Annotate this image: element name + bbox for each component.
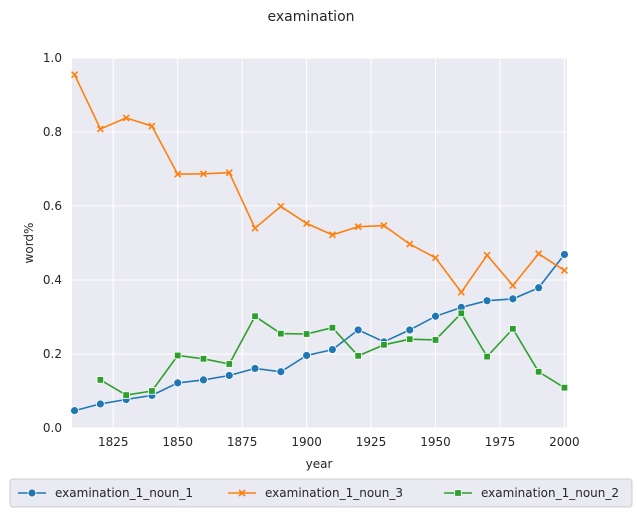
data-point <box>199 170 208 178</box>
data-point <box>302 330 311 338</box>
plot-area <box>72 58 567 428</box>
legend-marker <box>238 489 246 497</box>
data-point <box>457 288 465 296</box>
data-point <box>431 336 440 344</box>
data-point <box>251 312 259 320</box>
data-point <box>354 352 362 360</box>
data-point <box>224 371 234 380</box>
data-point <box>71 71 79 79</box>
data-point <box>457 309 465 317</box>
x-tick-label: 1825 <box>98 435 129 449</box>
data-point <box>277 329 285 338</box>
data-point <box>328 324 337 332</box>
data-point <box>225 360 233 368</box>
series-examination_1_noun_3 <box>71 71 568 296</box>
data-point <box>96 376 105 384</box>
data-point <box>328 231 336 239</box>
data-point <box>534 283 544 293</box>
data-point <box>199 375 208 385</box>
data-point <box>277 202 285 210</box>
chart-title: examination <box>267 9 354 25</box>
legend-marker <box>454 489 462 497</box>
y-tick-label: 0.2 <box>43 347 62 361</box>
axis-ticks: 1825 1850 1875 1900 1925 1950 1975 2000 0.0 0.2 0.… <box>43 51 580 449</box>
series-line <box>73 74 565 294</box>
data-point <box>406 240 414 248</box>
legend: examination_1_noun_1 examination_1_noun_3… <box>9 478 633 508</box>
data-point <box>380 222 388 230</box>
series-line <box>74 254 566 412</box>
data-point <box>303 219 311 227</box>
data-point <box>483 352 491 361</box>
y-tick-label: 0.8 <box>43 125 62 139</box>
data-point <box>251 224 259 232</box>
data-point <box>96 125 104 133</box>
data-point <box>327 345 337 354</box>
legend-marker <box>27 488 37 498</box>
data-point <box>95 399 105 409</box>
legend-label: examination_1_noun_2 <box>481 486 619 500</box>
data-point <box>509 325 517 333</box>
x-tick-label: 1950 <box>420 435 451 449</box>
data-point <box>353 325 363 335</box>
x-tick-label: 1975 <box>485 435 516 449</box>
data-point <box>148 387 156 395</box>
x-tick-label: 1850 <box>162 435 193 449</box>
y-tick-label: 0.6 <box>43 199 62 213</box>
data-point <box>482 296 492 306</box>
x-tick-label: 1900 <box>291 435 322 449</box>
data-point <box>535 250 543 258</box>
data-point <box>302 351 312 360</box>
data-point <box>122 114 130 122</box>
series-examination_1_noun_2 <box>96 309 569 399</box>
legend-frame <box>9 478 633 508</box>
x-tick-label: 1925 <box>356 435 387 449</box>
x-tick-label: 2000 <box>549 435 580 449</box>
x-axis-label: year <box>306 457 333 471</box>
data-point <box>509 281 517 290</box>
data-point <box>560 250 569 259</box>
legend-label: examination_1_noun_1 <box>55 486 193 500</box>
y-axis-label: word% <box>22 223 36 264</box>
data-point <box>225 169 233 177</box>
data-point <box>122 391 130 399</box>
data-point <box>380 341 388 349</box>
data-point <box>148 122 156 130</box>
x-tick-label: 1875 <box>227 435 258 449</box>
data-point <box>173 378 183 388</box>
data-point <box>405 325 415 335</box>
data-point <box>276 367 286 377</box>
series-layer <box>70 71 569 416</box>
data-point <box>431 254 440 262</box>
y-tick-label: 0.4 <box>43 273 62 287</box>
data-point <box>70 406 79 416</box>
data-point <box>199 355 208 363</box>
data-point <box>534 368 543 376</box>
data-point <box>174 170 182 178</box>
grid-lines <box>72 57 567 429</box>
data-point <box>431 311 440 321</box>
data-point <box>354 223 362 231</box>
data-point <box>250 364 260 373</box>
data-point <box>560 266 568 274</box>
y-tick-label: 0.0 <box>43 421 62 435</box>
y-tick-label: 1.0 <box>43 51 62 65</box>
data-point <box>483 251 491 259</box>
data-point <box>406 335 414 343</box>
data-point <box>560 383 569 392</box>
data-point <box>508 294 518 304</box>
legend-label: examination_1_noun_3 <box>265 486 403 500</box>
data-point <box>174 351 182 360</box>
